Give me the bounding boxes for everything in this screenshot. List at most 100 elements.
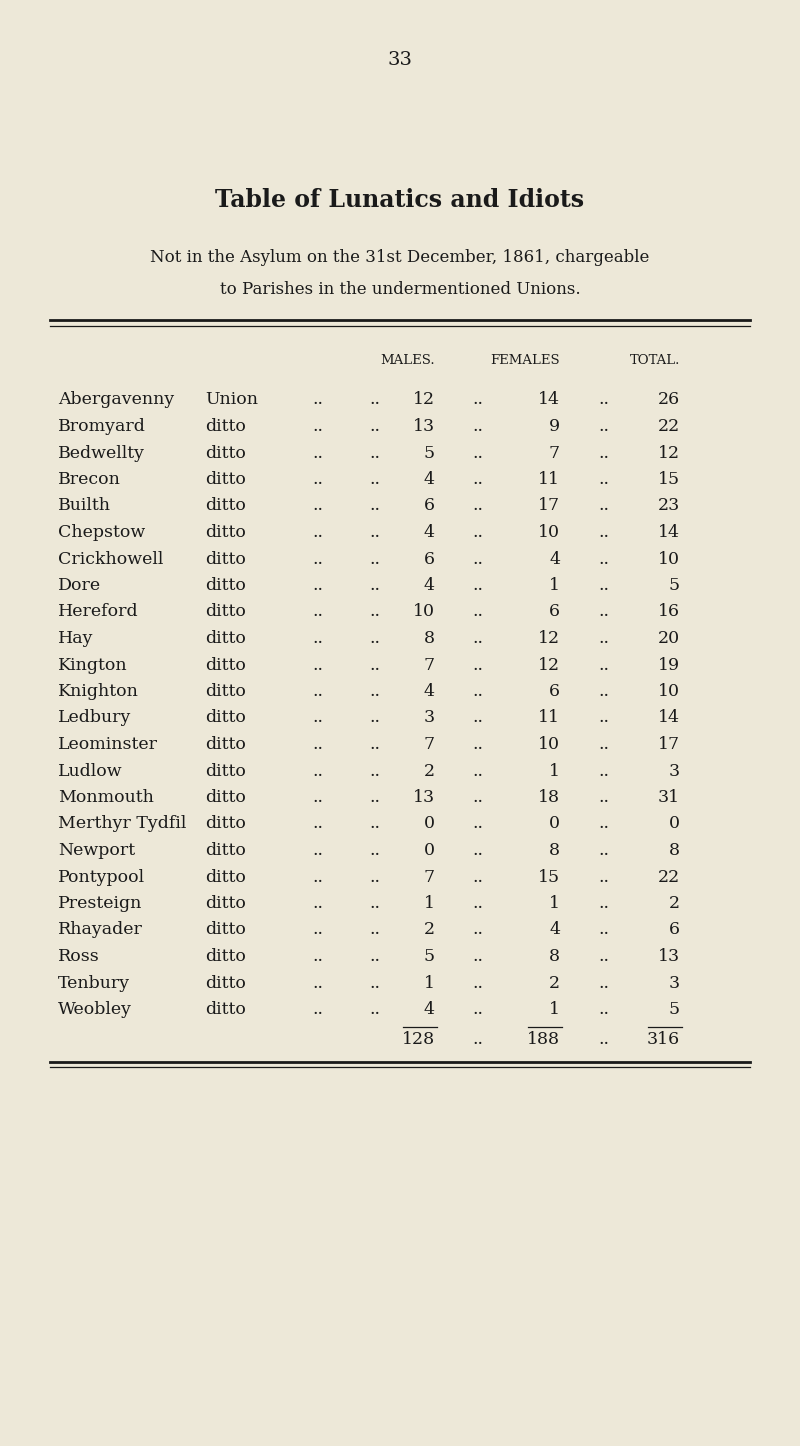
Text: 12: 12 [538,630,560,646]
Text: ditto: ditto [205,762,246,779]
Text: ..: .. [598,551,610,567]
Text: 10: 10 [658,683,680,700]
Text: 14: 14 [538,392,560,409]
Text: Union: Union [205,392,258,409]
Text: ..: .. [473,1031,483,1048]
Text: ..: .. [473,683,483,700]
Text: ..: .. [598,790,610,805]
Text: ..: .. [313,949,323,964]
Text: 3: 3 [424,710,435,726]
Text: 6: 6 [549,603,560,620]
Text: ..: .. [598,1031,610,1048]
Text: ..: .. [598,895,610,912]
Text: ..: .. [370,444,381,461]
Text: Merthyr Tydfil: Merthyr Tydfil [58,816,186,833]
Text: ..: .. [598,816,610,833]
Text: ditto: ditto [205,551,246,567]
Text: 11: 11 [538,710,560,726]
Text: 1: 1 [549,762,560,779]
Text: 6: 6 [669,921,680,938]
Text: ..: .. [598,577,610,594]
Text: ..: .. [313,869,323,885]
Text: ..: .. [473,816,483,833]
Text: Builth: Builth [58,497,111,515]
Text: ditto: ditto [205,577,246,594]
Text: ditto: ditto [205,790,246,805]
Text: 8: 8 [549,842,560,859]
Text: Table of Lunatics and Idiots: Table of Lunatics and Idiots [215,188,585,213]
Text: 15: 15 [538,869,560,885]
Text: 0: 0 [424,842,435,859]
Text: ..: .. [473,736,483,753]
Text: ..: .. [313,710,323,726]
Text: 18: 18 [538,790,560,805]
Text: 7: 7 [424,869,435,885]
Text: ..: .. [473,842,483,859]
Text: 4: 4 [424,523,435,541]
Text: ..: .. [370,497,381,515]
Text: ..: .. [598,444,610,461]
Text: Leominster: Leominster [58,736,158,753]
Text: 12: 12 [413,392,435,409]
Text: ditto: ditto [205,630,246,646]
Text: FEMALES: FEMALES [490,353,560,366]
Text: 6: 6 [424,497,435,515]
Text: ditto: ditto [205,975,246,992]
Text: 1: 1 [424,975,435,992]
Text: ..: .. [313,816,323,833]
Text: ..: .. [473,444,483,461]
Text: 14: 14 [658,710,680,726]
Text: 8: 8 [549,949,560,964]
Text: Brecon: Brecon [58,471,121,487]
Text: ..: .. [313,551,323,567]
Text: 10: 10 [658,551,680,567]
Text: ..: .. [370,762,381,779]
Text: ditto: ditto [205,497,246,515]
Text: ..: .. [473,921,483,938]
Text: ..: .. [598,683,610,700]
Text: 7: 7 [424,736,435,753]
Text: ..: .. [598,603,610,620]
Text: 11: 11 [538,471,560,487]
Text: ditto: ditto [205,816,246,833]
Text: 14: 14 [658,523,680,541]
Text: ..: .. [598,921,610,938]
Text: ..: .. [598,392,610,409]
Text: ..: .. [313,392,323,409]
Text: ..: .. [473,949,483,964]
Text: ..: .. [598,710,610,726]
Text: Presteign: Presteign [58,895,142,912]
Text: ..: .. [313,603,323,620]
Text: ..: .. [370,975,381,992]
Text: 4: 4 [549,551,560,567]
Text: ditto: ditto [205,1001,246,1018]
Text: ditto: ditto [205,842,246,859]
Text: ..: .. [370,921,381,938]
Text: 33: 33 [387,51,413,69]
Text: Ross: Ross [58,949,100,964]
Text: 3: 3 [669,762,680,779]
Text: ditto: ditto [205,895,246,912]
Text: 5: 5 [669,577,680,594]
Text: 316: 316 [647,1031,680,1048]
Text: 1: 1 [549,577,560,594]
Text: ..: .. [370,551,381,567]
Text: ..: .. [313,523,323,541]
Text: ditto: ditto [205,869,246,885]
Text: ..: .. [598,869,610,885]
Text: ditto: ditto [205,656,246,674]
Text: ..: .. [370,895,381,912]
Text: 5: 5 [424,949,435,964]
Text: ..: .. [598,523,610,541]
Text: 12: 12 [538,656,560,674]
Text: 9: 9 [549,418,560,435]
Text: ..: .. [313,497,323,515]
Text: 22: 22 [658,418,680,435]
Text: 20: 20 [658,630,680,646]
Text: ..: .. [598,656,610,674]
Text: 2: 2 [424,921,435,938]
Text: ..: .. [473,523,483,541]
Text: ..: .. [370,1001,381,1018]
Text: ..: .. [370,630,381,646]
Text: ..: .. [473,895,483,912]
